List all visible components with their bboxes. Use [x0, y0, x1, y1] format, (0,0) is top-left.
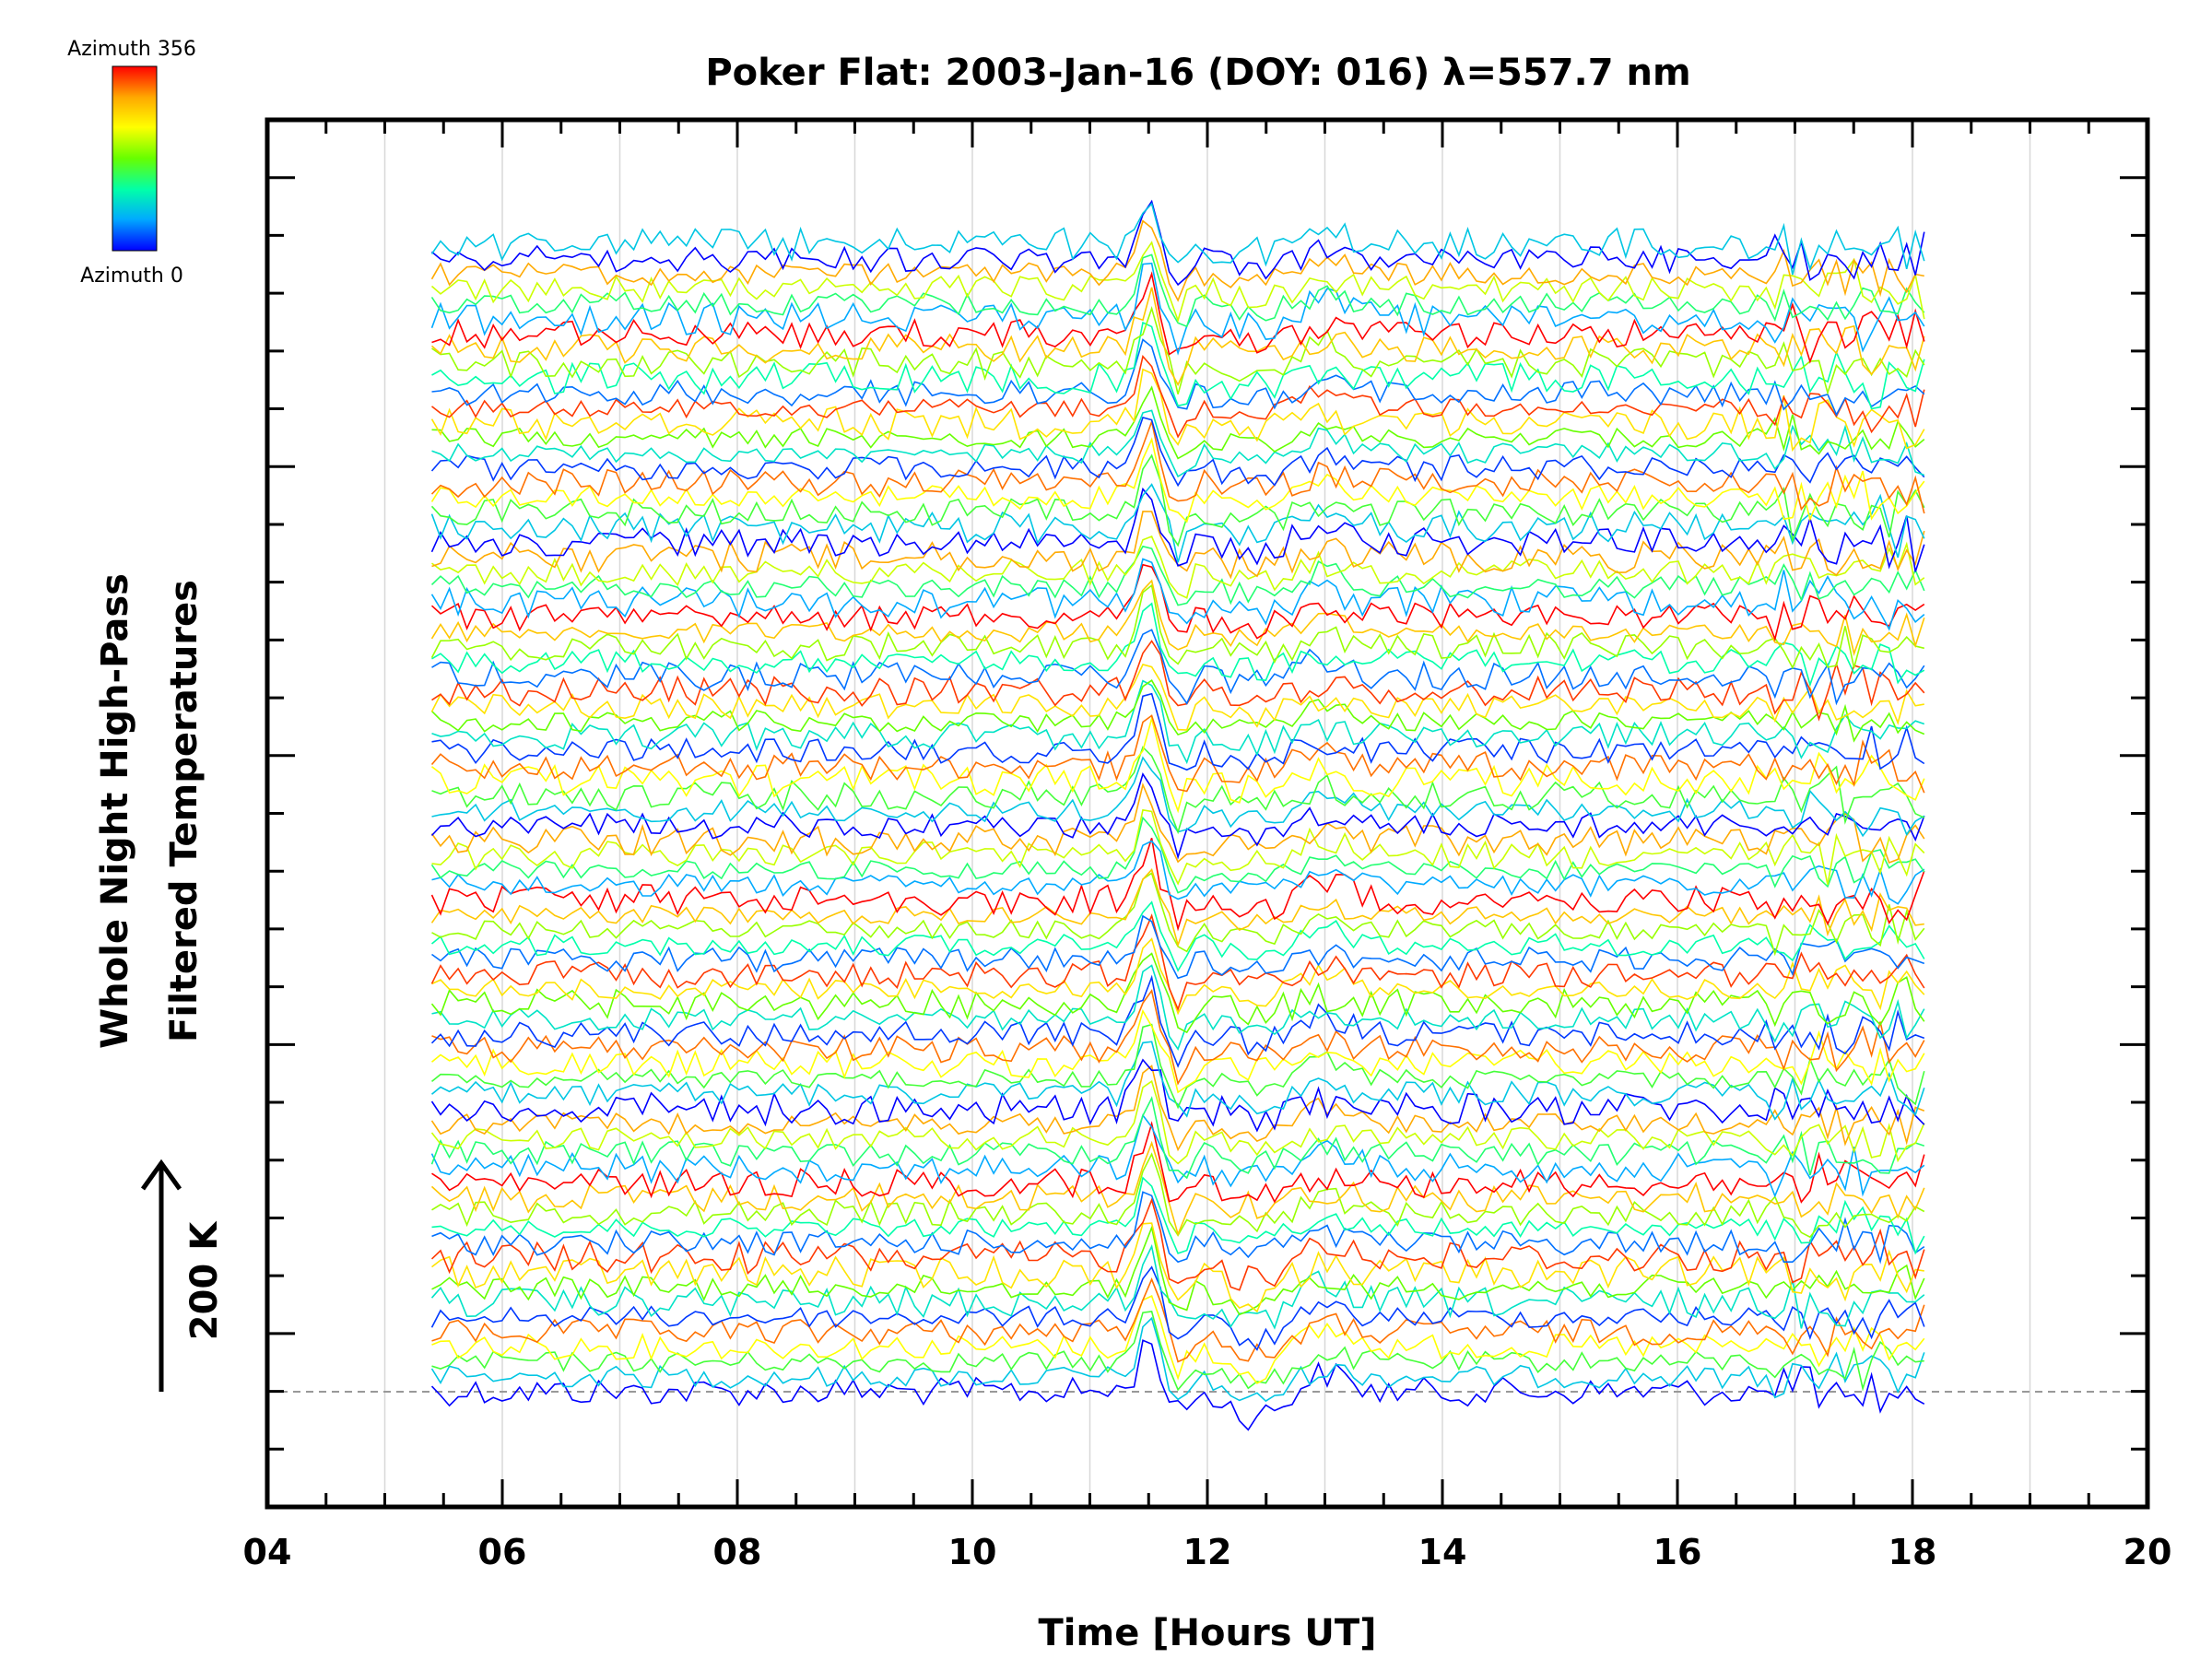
x-tick-label: 18 — [1888, 1532, 1937, 1572]
series-line — [431, 385, 1925, 460]
series-line — [431, 321, 1925, 410]
colorbar — [112, 65, 158, 252]
series-line — [430, 262, 1925, 356]
series-line — [430, 579, 1925, 656]
series-line — [430, 1096, 1925, 1180]
series-line — [430, 974, 1925, 1068]
series-line — [431, 1176, 1925, 1255]
x-tick-label: 06 — [478, 1532, 527, 1572]
series-line — [431, 409, 1925, 478]
series-line — [431, 338, 1925, 417]
x-tick-label: 16 — [1653, 1532, 1702, 1572]
series-line — [430, 1339, 1925, 1431]
series-line — [430, 664, 1924, 731]
x-axis-label: Time [Hours UT] — [1039, 1612, 1377, 1654]
series-line — [430, 782, 1925, 865]
series-line — [430, 219, 1924, 302]
series-line — [430, 241, 1925, 324]
series-line — [431, 937, 1925, 1016]
series-line — [430, 583, 1924, 670]
x-tick-label: 12 — [1183, 1532, 1232, 1572]
series-line — [431, 746, 1925, 835]
series-line — [431, 1222, 1924, 1313]
series-line — [430, 1113, 1925, 1198]
series-line — [431, 640, 1925, 722]
series-line — [431, 914, 1925, 980]
series-line — [431, 271, 1925, 364]
series-line — [431, 602, 1925, 688]
series-line — [430, 437, 1925, 524]
series-line — [430, 1316, 1925, 1403]
series-line — [430, 1140, 1925, 1237]
series-line — [431, 1191, 1925, 1265]
series-line — [430, 1041, 1925, 1121]
series-line — [430, 368, 1925, 453]
series-line — [430, 1058, 1925, 1133]
series-line — [430, 202, 1925, 276]
series-line — [431, 355, 1925, 439]
x-tick-label: 20 — [2124, 1532, 2172, 1572]
series-line — [430, 1197, 1925, 1291]
series-group — [430, 199, 1925, 1431]
colorbar-bottom-label: Azimuth 0 — [80, 265, 183, 288]
x-tick-label: 14 — [1418, 1532, 1467, 1572]
series-line — [430, 287, 1925, 387]
series-line — [430, 418, 1925, 514]
series-line — [430, 453, 1925, 547]
series-line — [431, 840, 1925, 905]
x-tick-label: 10 — [948, 1532, 997, 1572]
series-line — [430, 483, 1925, 563]
series-line — [430, 900, 1925, 972]
series-line — [430, 563, 1925, 641]
series-line — [431, 1277, 1925, 1363]
series-line — [430, 1265, 1925, 1351]
series-line — [431, 715, 1925, 814]
series-line — [430, 913, 1925, 1012]
x-tick-labels: 04 06 08 10 12 14 16 18 20 — [243, 1532, 2172, 1572]
series-line — [431, 1225, 1925, 1316]
series-line — [430, 714, 1925, 794]
series-line — [430, 1023, 1925, 1110]
x-tick-label: 04 — [243, 1532, 292, 1572]
scale-label: 200 K — [183, 1220, 226, 1340]
series-line — [430, 868, 1924, 947]
series-line — [431, 692, 1925, 771]
colorbar-top-label: Azimuth 356 — [67, 38, 196, 61]
plot-frame — [265, 117, 2150, 1510]
series-line — [430, 199, 1925, 287]
series-line — [430, 1065, 1925, 1152]
series-line — [430, 952, 1925, 1034]
series-line — [430, 838, 1925, 932]
series-line — [431, 988, 1925, 1086]
series-line — [431, 535, 1925, 599]
x-tick-label: 08 — [713, 1532, 762, 1572]
series-line — [430, 545, 1925, 606]
series-line — [431, 964, 1925, 1051]
series-line — [430, 816, 1925, 894]
series-line — [430, 253, 1925, 328]
y-axis-label-line2: Filtered Temperatures — [163, 580, 206, 1042]
series-line — [431, 679, 1925, 765]
series-line — [430, 558, 1925, 631]
y-axis-label-line1: Whole Night High-Pass — [94, 573, 136, 1049]
series-line — [430, 1079, 1925, 1165]
series-line — [430, 487, 1925, 572]
chart-title: Poker Flat: 2003-Jan-16 (DOY: 016) λ=557… — [705, 52, 1690, 94]
series-line — [430, 1243, 1925, 1330]
series-line — [430, 417, 1925, 488]
series-line — [431, 629, 1925, 706]
series-line — [430, 1008, 1925, 1094]
series-line — [431, 808, 1925, 886]
series-line — [430, 679, 1925, 743]
scale-arrow-icon — [140, 1159, 182, 1392]
